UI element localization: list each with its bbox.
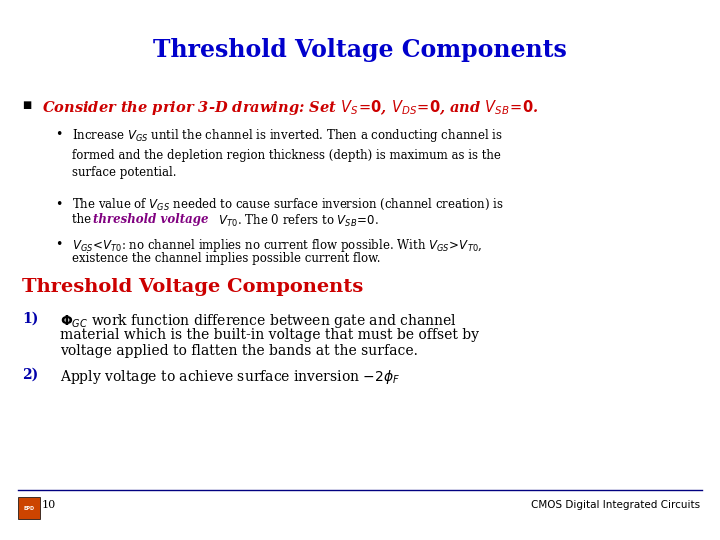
Text: material which is the built-in voltage that must be offset by: material which is the built-in voltage t… [60, 328, 479, 342]
Text: Consider the prior 3-D drawing: Set $\mathit{V}_S\!=\!\mathbf{0}$, $\mathit{V}_{: Consider the prior 3-D drawing: Set $\ma… [42, 98, 539, 117]
Text: 1): 1) [22, 312, 38, 326]
Text: Increase $V_{GS}$ until the channel is inverted. Then a conducting channel is
fo: Increase $V_{GS}$ until the channel is i… [72, 127, 503, 179]
Text: ■: ■ [22, 100, 31, 110]
Text: $\mathit{V}_{T0}$. The 0 refers to $\mathit{V}_{SB}\!=\!0$.: $\mathit{V}_{T0}$. The 0 refers to $\mat… [215, 213, 379, 229]
Text: The value of $V_{GS}$ needed to cause surface inversion (channel creation) is: The value of $V_{GS}$ needed to cause su… [72, 197, 504, 212]
Text: Apply voltage to achieve surface inversion $-2\phi_F$: Apply voltage to achieve surface inversi… [60, 368, 400, 386]
Text: 2): 2) [22, 368, 38, 382]
Text: •: • [55, 198, 63, 211]
Text: threshold voltage: threshold voltage [93, 213, 209, 226]
Text: EPD: EPD [24, 505, 35, 510]
Text: Threshold Voltage Components: Threshold Voltage Components [22, 278, 364, 296]
Text: existence the channel implies possible current flow.: existence the channel implies possible c… [72, 252, 380, 265]
Text: $\mathbf{\Phi}_{GC}$ work function difference between gate and channel: $\mathbf{\Phi}_{GC}$ work function diffe… [60, 312, 456, 330]
Text: •: • [55, 128, 63, 141]
Text: the: the [72, 213, 95, 226]
Text: Threshold Voltage Components: Threshold Voltage Components [153, 38, 567, 62]
FancyBboxPatch shape [18, 497, 40, 519]
Text: voltage applied to flatten the bands at the surface.: voltage applied to flatten the bands at … [60, 344, 418, 358]
Text: 10: 10 [42, 500, 56, 510]
Text: •: • [55, 238, 63, 251]
Text: CMOS Digital Integrated Circuits: CMOS Digital Integrated Circuits [531, 500, 700, 510]
Text: $\mathit{V}_{GS}\!<\!\mathit{V}_{T0}$: no channel implies no current flow possib: $\mathit{V}_{GS}\!<\!\mathit{V}_{T0}$: n… [72, 237, 482, 254]
